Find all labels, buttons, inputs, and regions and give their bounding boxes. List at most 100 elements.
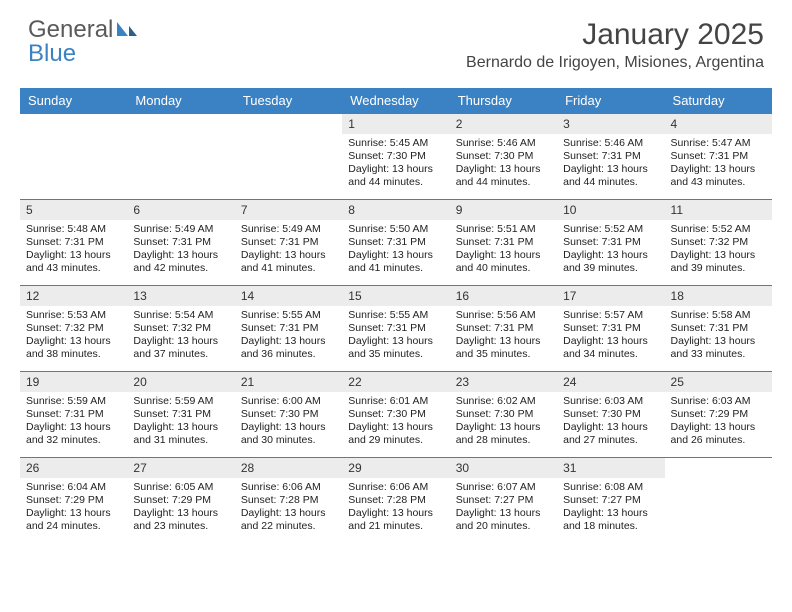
day-details: Sunrise: 6:02 AMSunset: 7:30 PMDaylight:… [450,392,557,452]
calendar-day-cell: 4Sunrise: 5:47 AMSunset: 7:31 PMDaylight… [665,114,772,200]
calendar-day-cell: 22Sunrise: 6:01 AMSunset: 7:30 PMDayligh… [342,372,449,458]
day-details: Sunrise: 6:03 AMSunset: 7:29 PMDaylight:… [665,392,772,452]
calendar-day-cell: 21Sunrise: 6:00 AMSunset: 7:30 PMDayligh… [235,372,342,458]
calendar-day-cell: 17Sunrise: 5:57 AMSunset: 7:31 PMDayligh… [557,286,664,372]
day-number: 29 [342,458,449,478]
weekday-header: Wednesday [342,88,449,114]
day-details: Sunrise: 5:53 AMSunset: 7:32 PMDaylight:… [20,306,127,366]
day-details: Sunrise: 5:48 AMSunset: 7:31 PMDaylight:… [20,220,127,280]
day-number: 7 [235,200,342,220]
day-details: Sunrise: 5:49 AMSunset: 7:31 PMDaylight:… [127,220,234,280]
day-number: 31 [557,458,664,478]
calendar-day-cell: 18Sunrise: 5:58 AMSunset: 7:31 PMDayligh… [665,286,772,372]
calendar-day-cell: 25Sunrise: 6:03 AMSunset: 7:29 PMDayligh… [665,372,772,458]
calendar-day-cell [20,114,127,200]
day-number: 21 [235,372,342,392]
day-details: Sunrise: 5:46 AMSunset: 7:31 PMDaylight:… [557,134,664,194]
day-number: 25 [665,372,772,392]
calendar-day-cell: 5Sunrise: 5:48 AMSunset: 7:31 PMDaylight… [20,200,127,286]
calendar-day-cell: 31Sunrise: 6:08 AMSunset: 7:27 PMDayligh… [557,458,664,544]
calendar-day-cell: 9Sunrise: 5:51 AMSunset: 7:31 PMDaylight… [450,200,557,286]
day-details: Sunrise: 5:54 AMSunset: 7:32 PMDaylight:… [127,306,234,366]
day-number: 18 [665,286,772,306]
day-number: 15 [342,286,449,306]
day-number: 26 [20,458,127,478]
day-number: 6 [127,200,234,220]
calendar-day-cell: 16Sunrise: 5:56 AMSunset: 7:31 PMDayligh… [450,286,557,372]
calendar-week-row: 19Sunrise: 5:59 AMSunset: 7:31 PMDayligh… [20,372,772,458]
day-details: Sunrise: 5:59 AMSunset: 7:31 PMDaylight:… [20,392,127,452]
day-number: 20 [127,372,234,392]
month-title: January 2025 [466,18,764,52]
day-number: 13 [127,286,234,306]
weekday-header: Saturday [665,88,772,114]
weekday-header: Friday [557,88,664,114]
calendar-week-row: 12Sunrise: 5:53 AMSunset: 7:32 PMDayligh… [20,286,772,372]
day-details: Sunrise: 6:07 AMSunset: 7:27 PMDaylight:… [450,478,557,538]
day-details: Sunrise: 5:46 AMSunset: 7:30 PMDaylight:… [450,134,557,194]
brand-part1: General [28,18,113,42]
day-number: 30 [450,458,557,478]
day-details: Sunrise: 5:57 AMSunset: 7:31 PMDaylight:… [557,306,664,366]
calendar-day-cell [235,114,342,200]
calendar-day-cell: 11Sunrise: 5:52 AMSunset: 7:32 PMDayligh… [665,200,772,286]
calendar-day-cell: 24Sunrise: 6:03 AMSunset: 7:30 PMDayligh… [557,372,664,458]
brand-sail-icon [116,18,138,42]
calendar-day-cell: 29Sunrise: 6:06 AMSunset: 7:28 PMDayligh… [342,458,449,544]
day-details: Sunrise: 5:47 AMSunset: 7:31 PMDaylight:… [665,134,772,194]
calendar-day-cell: 20Sunrise: 5:59 AMSunset: 7:31 PMDayligh… [127,372,234,458]
day-number: 4 [665,114,772,134]
day-details: Sunrise: 5:50 AMSunset: 7:31 PMDaylight:… [342,220,449,280]
calendar-day-cell: 8Sunrise: 5:50 AMSunset: 7:31 PMDaylight… [342,200,449,286]
calendar-day-cell: 12Sunrise: 5:53 AMSunset: 7:32 PMDayligh… [20,286,127,372]
calendar-day-cell: 7Sunrise: 5:49 AMSunset: 7:31 PMDaylight… [235,200,342,286]
calendar-day-cell: 26Sunrise: 6:04 AMSunset: 7:29 PMDayligh… [20,458,127,544]
day-details: Sunrise: 5:59 AMSunset: 7:31 PMDaylight:… [127,392,234,452]
day-number: 14 [235,286,342,306]
weekday-header: Tuesday [235,88,342,114]
day-number: 24 [557,372,664,392]
day-details: Sunrise: 5:55 AMSunset: 7:31 PMDaylight:… [342,306,449,366]
day-details: Sunrise: 6:08 AMSunset: 7:27 PMDaylight:… [557,478,664,538]
brand-part2: Blue [28,42,138,66]
day-details: Sunrise: 5:52 AMSunset: 7:31 PMDaylight:… [557,220,664,280]
calendar-table: Sunday Monday Tuesday Wednesday Thursday… [20,88,772,544]
day-number: 5 [20,200,127,220]
day-number: 28 [235,458,342,478]
calendar-day-cell: 1Sunrise: 5:45 AMSunset: 7:30 PMDaylight… [342,114,449,200]
weekday-header: Thursday [450,88,557,114]
calendar-week-row: 26Sunrise: 6:04 AMSunset: 7:29 PMDayligh… [20,458,772,544]
day-number: 22 [342,372,449,392]
calendar-day-cell: 6Sunrise: 5:49 AMSunset: 7:31 PMDaylight… [127,200,234,286]
day-number: 3 [557,114,664,134]
day-number: 17 [557,286,664,306]
calendar-day-cell [127,114,234,200]
day-number: 1 [342,114,449,134]
day-number: 8 [342,200,449,220]
brand-logo: GeneralBlue [28,18,138,66]
day-number: 2 [450,114,557,134]
day-number: 27 [127,458,234,478]
weekday-header-row: Sunday Monday Tuesday Wednesday Thursday… [20,88,772,114]
day-details: Sunrise: 5:56 AMSunset: 7:31 PMDaylight:… [450,306,557,366]
calendar-day-cell: 23Sunrise: 6:02 AMSunset: 7:30 PMDayligh… [450,372,557,458]
calendar-day-cell: 27Sunrise: 6:05 AMSunset: 7:29 PMDayligh… [127,458,234,544]
header: GeneralBlue January 2025 Bernardo de Iri… [0,0,792,80]
weekday-header: Sunday [20,88,127,114]
calendar-day-cell: 10Sunrise: 5:52 AMSunset: 7:31 PMDayligh… [557,200,664,286]
calendar-week-row: 5Sunrise: 5:48 AMSunset: 7:31 PMDaylight… [20,200,772,286]
day-number: 23 [450,372,557,392]
calendar-day-cell: 14Sunrise: 5:55 AMSunset: 7:31 PMDayligh… [235,286,342,372]
day-number: 10 [557,200,664,220]
day-number: 12 [20,286,127,306]
calendar-day-cell: 2Sunrise: 5:46 AMSunset: 7:30 PMDaylight… [450,114,557,200]
day-details: Sunrise: 6:00 AMSunset: 7:30 PMDaylight:… [235,392,342,452]
calendar-week-row: 1Sunrise: 5:45 AMSunset: 7:30 PMDaylight… [20,114,772,200]
day-details: Sunrise: 5:45 AMSunset: 7:30 PMDaylight:… [342,134,449,194]
day-number: 11 [665,200,772,220]
day-details: Sunrise: 5:58 AMSunset: 7:31 PMDaylight:… [665,306,772,366]
day-details: Sunrise: 5:52 AMSunset: 7:32 PMDaylight:… [665,220,772,280]
day-details: Sunrise: 6:05 AMSunset: 7:29 PMDaylight:… [127,478,234,538]
calendar-day-cell: 28Sunrise: 6:06 AMSunset: 7:28 PMDayligh… [235,458,342,544]
calendar-day-cell: 30Sunrise: 6:07 AMSunset: 7:27 PMDayligh… [450,458,557,544]
